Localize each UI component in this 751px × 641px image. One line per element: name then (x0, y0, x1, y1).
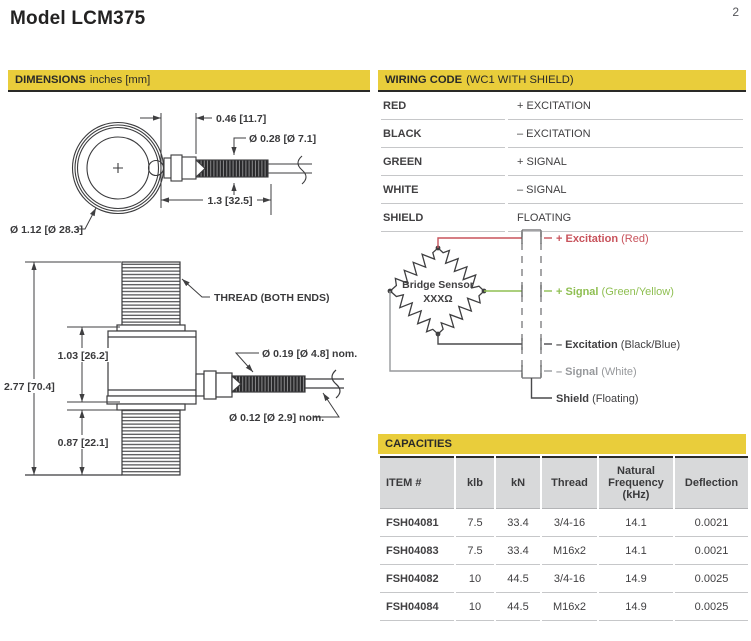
wire-color-cell: WHITE (381, 176, 505, 204)
item-number-cell: FSH04081 (380, 509, 454, 537)
wiring-header-title: WIRING CODE (385, 74, 463, 86)
dim-label-dia-028: Ø 0.28 [Ø 7.1] (249, 133, 316, 145)
bridge-ohms-label: XXXΩ (423, 293, 452, 305)
dim-label-277: 2.77 [70.4] (4, 381, 55, 393)
column-header: klb (456, 456, 494, 509)
table-cell: 3/4-16 (542, 565, 597, 593)
table-row: GREEN + SIGNAL (381, 148, 743, 176)
capacities-header-title: CAPACITIES (385, 438, 452, 450)
bridge-wires (389, 232, 552, 399)
table-row: BLACK – EXCITATION (381, 120, 743, 148)
side-view-dimensions (25, 261, 340, 475)
dim-label-103: 1.03 [26.2] (58, 350, 109, 362)
thread-both-ends-label: THREAD (BOTH ENDS) (214, 292, 330, 304)
dim-label-dia-112: Ø 1.12 [Ø 28.3] (10, 224, 83, 236)
dim-label-13: 1.3 [32.5] (208, 195, 253, 207)
table-cell: 7.5 (456, 537, 494, 565)
table-row: FSH04083 7.5 33.4 M16x2 14.1 0.0021 (380, 537, 748, 565)
table-cell: 0.0025 (675, 593, 748, 621)
table-cell: 7.5 (456, 509, 494, 537)
bridge-sensor-label: Bridge Sensor (402, 279, 474, 291)
dimensions-drawing: 0.46 [11.7] Ø 0.28 [Ø 7.1] 1.3 [32.5] Ø … (2, 113, 357, 476)
lead-label-shield: Shield (Floating) (556, 393, 639, 405)
item-number-cell: FSH04083 (380, 537, 454, 565)
table-cell: 10 (456, 593, 494, 621)
table-cell: 33.4 (496, 537, 540, 565)
lead-label-pos-signal: + Signal (Green/Yellow) (556, 286, 674, 298)
table-cell: 0.0021 (675, 509, 748, 537)
load-cell-top-view (71, 121, 312, 215)
wire-function-cell: + EXCITATION (508, 92, 743, 120)
wire-function-cell: + SIGNAL (508, 148, 743, 176)
table-cell: 14.9 (599, 593, 673, 621)
column-header: Thread (542, 456, 597, 509)
table-cell: 0.0025 (675, 565, 748, 593)
dim-label-046: 0.46 [11.7] (216, 113, 266, 125)
table-cell: 14.9 (599, 565, 673, 593)
cable-connector (521, 229, 542, 379)
wire-color-cell: BLACK (381, 120, 505, 148)
column-header: ITEM # (380, 456, 454, 509)
table-header-row: ITEM # klb kN Thread Natural Frequency (… (380, 456, 748, 509)
wiring-section-header: WIRING CODE (WC1 WITH SHIELD) (378, 70, 746, 92)
wiring-header-subtitle: (WC1 WITH SHIELD) (466, 74, 574, 86)
column-header: Natural Frequency (kHz) (599, 456, 673, 509)
item-number-cell: FSH04082 (380, 565, 454, 593)
dim-label-dia-012: Ø 0.12 [Ø 2.9] nom. (229, 412, 324, 424)
wire-function-cell: – SIGNAL (508, 176, 743, 204)
table-cell: 44.5 (496, 593, 540, 621)
column-header: Deflection (675, 456, 748, 509)
page-title: Model LCM375 (10, 8, 146, 29)
top-view-dimensions (77, 113, 272, 230)
wire-color-cell: SHIELD (381, 204, 505, 232)
dimensions-header-subtitle: inches [mm] (89, 74, 151, 86)
table-row: FSH04082 10 44.5 3/4-16 14.9 0.0025 (380, 565, 748, 593)
dimensions-section-header: DIMENSIONS inches [mm] (8, 70, 370, 92)
lead-label-neg-excitation: – Excitation (Black/Blue) (556, 339, 680, 351)
bridge-wiring-diagram: Bridge Sensor XXXΩ (386, 229, 680, 405)
table-cell: 3/4-16 (542, 509, 597, 537)
table-cell: M16x2 (542, 537, 597, 565)
dim-label-dia-019: Ø 0.19 [Ø 4.8] nom. (262, 348, 357, 360)
dimensions-header-title: DIMENSIONS (15, 74, 86, 86)
wire-function-cell: FLOATING (508, 204, 743, 232)
table-cell: 44.5 (496, 565, 540, 593)
table-cell: 14.1 (599, 509, 673, 537)
table-cell: M16x2 (542, 593, 597, 621)
wire-color-cell: RED (381, 92, 505, 120)
wiring-code-table: RED + EXCITATION BLACK – EXCITATION GREEN +… (378, 92, 746, 232)
wire-color-cell: GREEN (381, 148, 505, 176)
table-cell: 10 (456, 565, 494, 593)
capacities-table: ITEM # klb kN Thread Natural Frequency (… (378, 456, 750, 621)
table-cell: 0.0021 (675, 537, 748, 565)
lead-label-neg-signal: – Signal (White) (556, 366, 637, 378)
bridge-sensor: Bridge Sensor XXXΩ (386, 242, 489, 340)
capacities-section-header: CAPACITIES (378, 434, 746, 454)
wire-function-cell: – EXCITATION (508, 120, 743, 148)
dim-label-087: 0.87 [22.1] (58, 437, 109, 449)
table-row: WHITE – SIGNAL (381, 176, 743, 204)
column-header: kN (496, 456, 540, 509)
table-cell: 33.4 (496, 509, 540, 537)
page-number: 2 (732, 5, 739, 19)
lead-label-pos-excitation: + Excitation (Red) (556, 233, 649, 245)
table-row: FSH04081 7.5 33.4 3/4-16 14.1 0.0021 (380, 509, 748, 537)
table-row: FSH04084 10 44.5 M16x2 14.9 0.0025 (380, 593, 748, 621)
load-cell-side-view (25, 261, 344, 476)
table-row: RED + EXCITATION (381, 92, 743, 120)
table-cell: 14.1 (599, 537, 673, 565)
item-number-cell: FSH04084 (380, 593, 454, 621)
table-row: SHIELD FLOATING (381, 204, 743, 232)
